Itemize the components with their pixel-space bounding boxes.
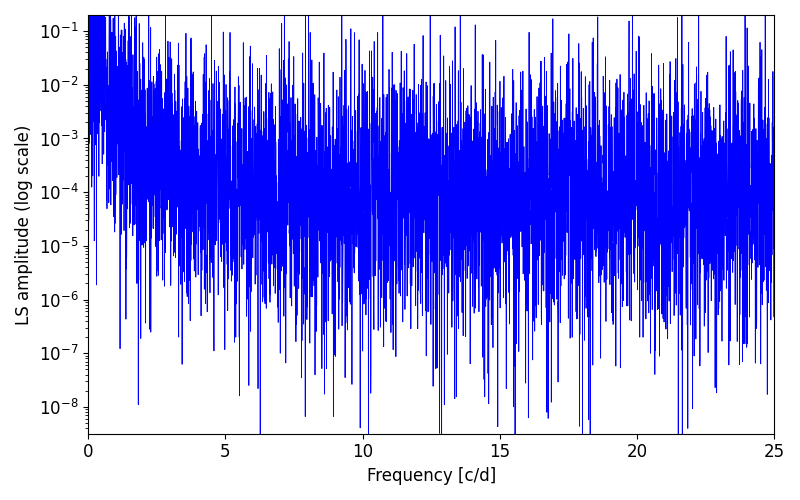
X-axis label: Frequency [c/d]: Frequency [c/d] [366, 467, 496, 485]
Y-axis label: LS amplitude (log scale): LS amplitude (log scale) [15, 124, 33, 324]
